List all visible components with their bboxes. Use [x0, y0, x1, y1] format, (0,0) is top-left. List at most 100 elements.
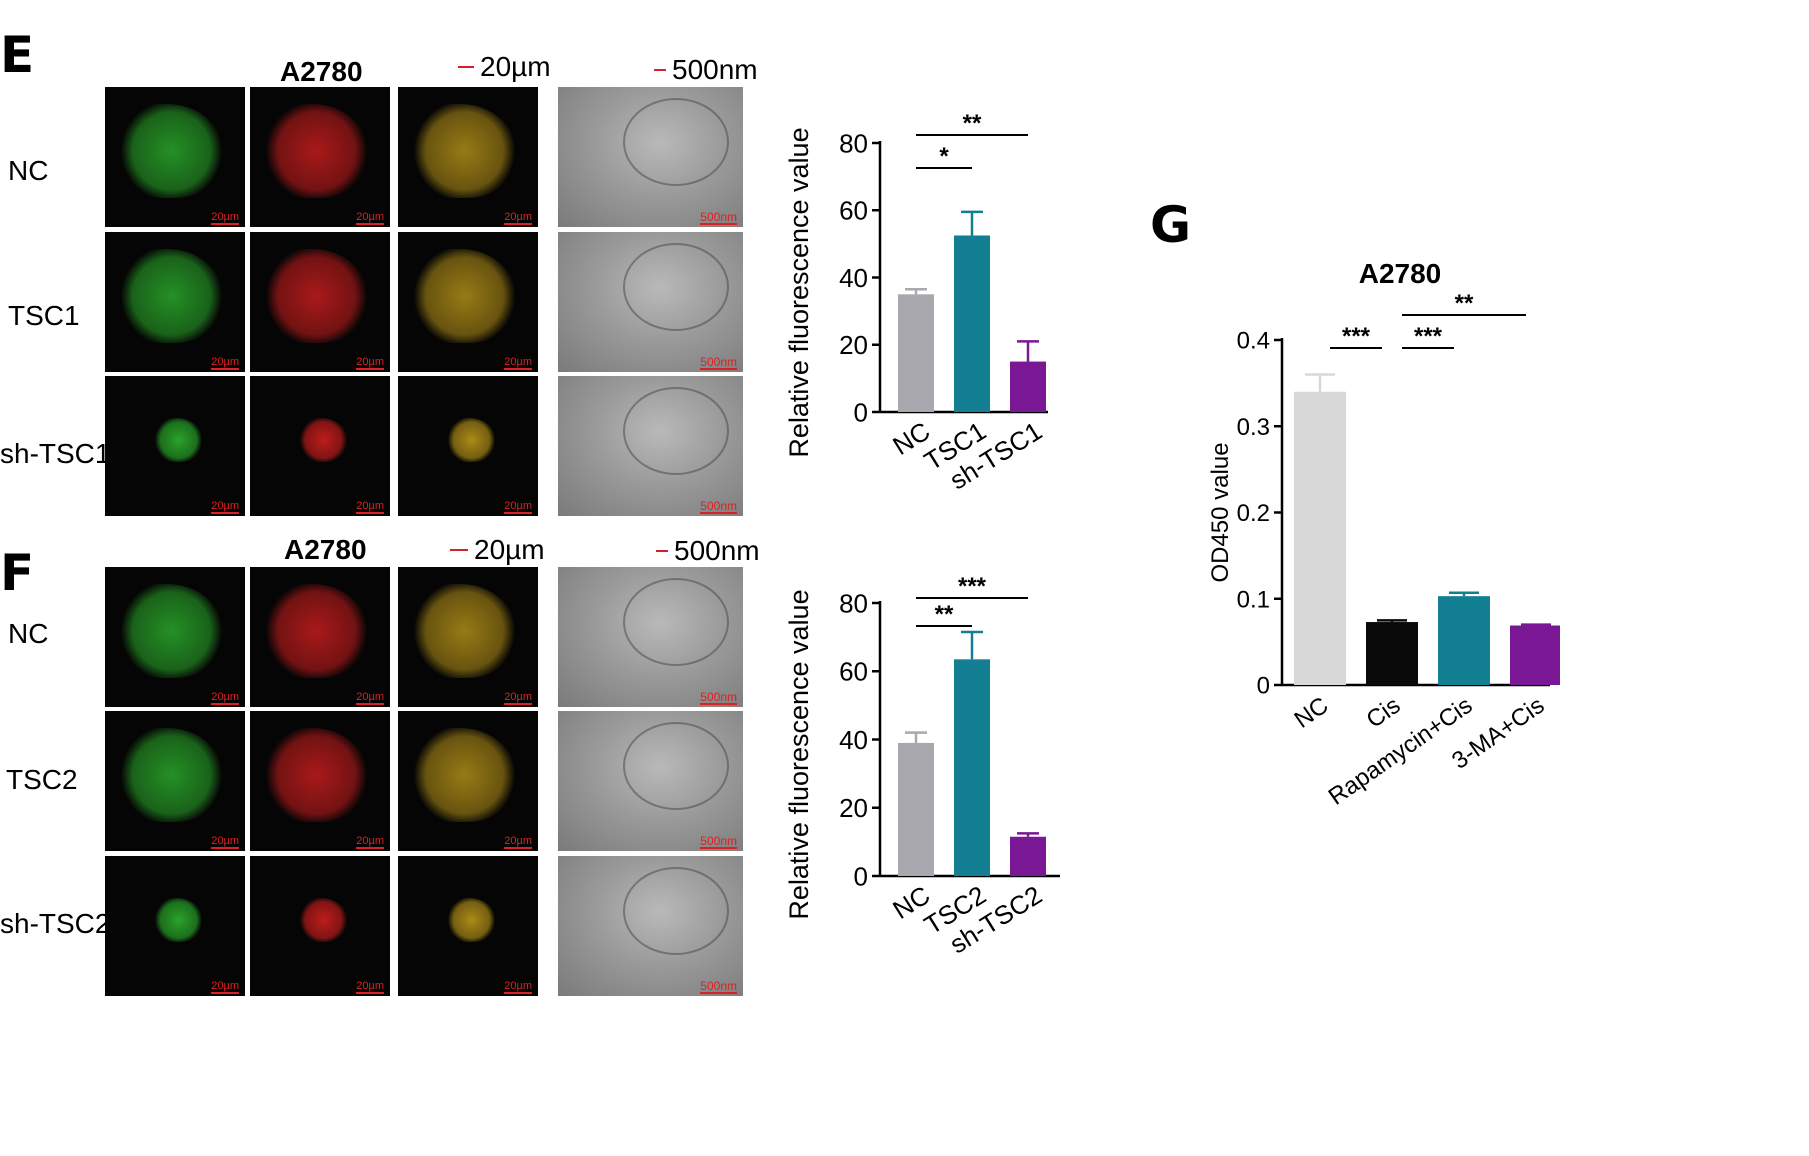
tile-scale-tag: 20µm — [211, 691, 239, 705]
micrograph-green-channel-nc: 20µm — [105, 87, 245, 227]
y-tick-label: 20 — [839, 793, 868, 823]
micrograph-red-channel-sh-tsc2: 20µm — [250, 856, 390, 996]
tile-scale-tag: 20µm — [504, 980, 532, 994]
micrograph-electron-micrograph-sh-tsc1: 500nm — [558, 376, 743, 516]
panel-f-row-label-sh-tsc2: sh-TSC2 — [0, 908, 111, 939]
y-tick-label: 0 — [854, 397, 868, 427]
cell-blob — [447, 418, 496, 463]
scale-text: 500nm — [672, 54, 758, 85]
scale-text: 500nm — [674, 535, 760, 566]
significance-label: *** — [1342, 323, 1371, 350]
bar-nc — [898, 742, 934, 876]
tile-scale-tag: 20µm — [211, 980, 239, 994]
scale-bar-icon — [656, 550, 668, 552]
panel-letter-e: E — [0, 26, 35, 84]
panel-e-row-label-tsc1: TSC1 — [8, 300, 80, 331]
panel-e-row-label-nc: NC — [8, 155, 49, 186]
bar-tsc2 — [954, 659, 990, 876]
y-tick-label: 0.2 — [1237, 500, 1270, 527]
micrograph-electron-micrograph-tsc2: 500nm — [558, 711, 743, 851]
significance-label: ** — [1455, 290, 1474, 317]
cell-blob — [119, 583, 224, 679]
micrograph-merge-channel-nc: 20µm — [398, 87, 538, 227]
micrograph-merge-channel-tsc1: 20µm — [398, 232, 538, 372]
tile-scale-tag: 20µm — [356, 211, 384, 225]
tile-scale-tag: 20µm — [211, 356, 239, 370]
cell-blob — [154, 418, 203, 463]
panel-f-row-label-nc: NC — [8, 618, 49, 649]
cell-blob — [299, 898, 348, 943]
panel-letter-g: G — [1150, 196, 1192, 254]
y-tick-label: 0.3 — [1237, 414, 1270, 441]
nucleus-outline — [622, 578, 729, 667]
bar-sh-tsc1 — [1010, 361, 1046, 412]
cell-blob — [412, 583, 517, 679]
cell-blob — [119, 103, 224, 199]
y-tick-label: 80 — [839, 588, 868, 618]
micrograph-red-channel-tsc2: 20µm — [250, 711, 390, 851]
cell-blob — [264, 103, 369, 199]
y-tick-label: 0.1 — [1237, 586, 1270, 613]
micrograph-merge-channel-sh-tsc2: 20µm — [398, 856, 538, 996]
cell-blob — [447, 898, 496, 943]
tile-scale-tag: 20µm — [211, 500, 239, 514]
panel-f-row-label-tsc2: TSC2 — [6, 764, 78, 795]
tile-scale-tag: 20µm — [356, 691, 384, 705]
cell-blob — [264, 248, 369, 344]
significance-label: *** — [958, 573, 987, 600]
micrograph-red-channel-sh-tsc1: 20µm — [250, 376, 390, 516]
scale-bar-icon — [654, 69, 666, 71]
micrograph-red-channel-tsc1: 20µm — [250, 232, 390, 372]
y-tick-label: 60 — [839, 657, 868, 687]
panel-e-row-label-sh-tsc1: sh-TSC1 — [0, 438, 111, 469]
x-tick-label: Cis — [1362, 692, 1406, 734]
tile-scale-tag: 20µm — [504, 500, 532, 514]
tile-scale-tag: 500nm — [700, 355, 737, 370]
tile-scale-tag: 20µm — [211, 211, 239, 225]
nucleus-outline — [622, 867, 729, 956]
cell-blob — [119, 248, 224, 344]
scale-bar-icon — [458, 66, 474, 68]
panel-letter-f: F — [0, 544, 35, 602]
scale-bar-icon — [450, 549, 468, 551]
tile-scale-tag: 500nm — [700, 690, 737, 705]
micrograph-green-channel-tsc1: 20µm — [105, 232, 245, 372]
micrograph-electron-micrograph-sh-tsc2: 500nm — [558, 856, 743, 996]
y-axis-label: OD450 value — [1207, 442, 1234, 582]
tile-scale-tag: 500nm — [700, 834, 737, 849]
bar-nc — [898, 294, 934, 412]
tile-scale-tag: 20µm — [356, 500, 384, 514]
micrograph-electron-micrograph-nc: 500nm — [558, 567, 743, 707]
micrograph-electron-micrograph-tsc1: 500nm — [558, 232, 743, 372]
bar-cis — [1366, 622, 1418, 685]
significance-label: * — [939, 143, 949, 170]
scale-text: 20µm — [474, 534, 545, 565]
tile-scale-tag: 20µm — [356, 356, 384, 370]
cell-blob — [412, 103, 517, 199]
y-tick-label: 20 — [839, 330, 868, 360]
cell-blob — [299, 418, 348, 463]
nucleus-outline — [622, 98, 729, 187]
y-tick-label: 60 — [839, 196, 868, 226]
y-axis-label: Relative fluorescence value — [784, 589, 814, 919]
scale-text: 20µm — [480, 51, 551, 82]
x-tick-label: NC — [1290, 692, 1334, 734]
micrograph-green-channel-tsc2: 20µm — [105, 711, 245, 851]
tile-scale-tag: 20µm — [211, 835, 239, 849]
tile-scale-tag: 20µm — [504, 691, 532, 705]
cell-blob — [154, 898, 203, 943]
tile-scale-tag: 20µm — [356, 835, 384, 849]
y-tick-label: 0 — [854, 861, 868, 891]
micrograph-red-channel-nc: 20µm — [250, 87, 390, 227]
nucleus-outline — [622, 387, 729, 476]
tile-scale-tag: 500nm — [700, 210, 737, 225]
tile-scale-tag: 20µm — [356, 980, 384, 994]
nucleus-outline — [622, 243, 729, 332]
micrograph-merge-channel-nc: 20µm — [398, 567, 538, 707]
tile-scale-tag: 500nm — [700, 499, 737, 514]
nucleus-outline — [622, 722, 729, 811]
micrograph-green-channel-nc: 20µm — [105, 567, 245, 707]
